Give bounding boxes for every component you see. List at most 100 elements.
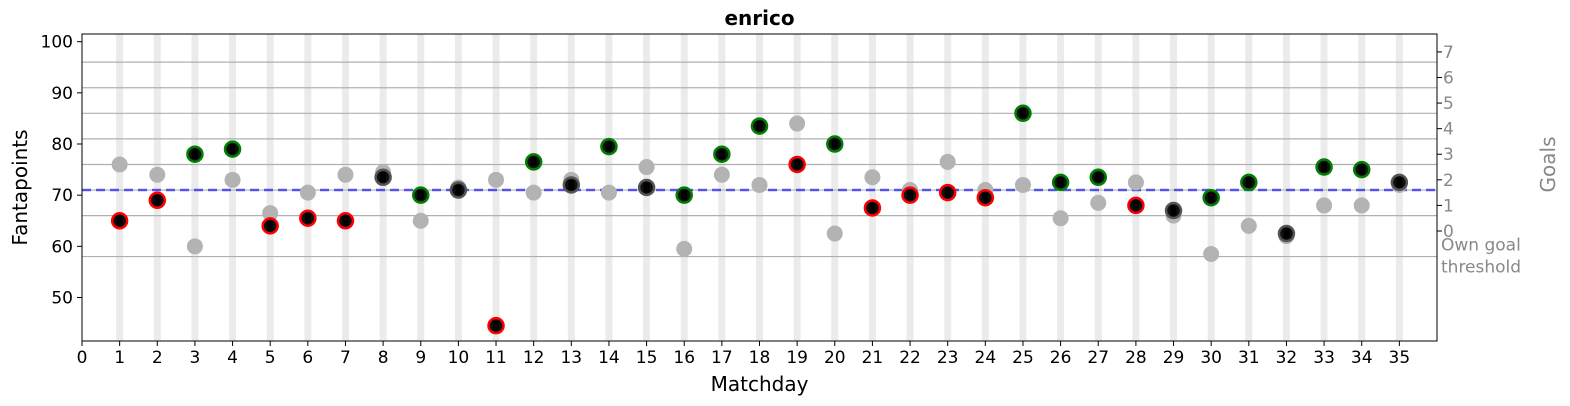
opponent-point (488, 171, 505, 188)
opponent-point (299, 184, 316, 201)
matchday-band (116, 34, 124, 341)
x-tick-label: 32 (1276, 348, 1298, 368)
y-axis-title: Fantapoints (8, 129, 32, 245)
x-tick-label: 29 (1163, 348, 1185, 368)
player-point-marker (982, 192, 989, 203)
player-point-marker (907, 190, 914, 201)
matchday-band (1170, 34, 1178, 341)
matchday-band (266, 34, 274, 341)
x-tick-label: 3 (190, 348, 201, 368)
player-point-marker (116, 215, 123, 226)
x-tick-label: 14 (598, 348, 620, 368)
goal-tick-label: 0 (1443, 222, 1454, 242)
player-point-marker (568, 179, 575, 190)
y-tick-label: 70 (51, 186, 73, 206)
player-point-marker (831, 139, 838, 150)
x-tick-label: 1 (114, 348, 125, 368)
x-tick-label: 7 (340, 348, 351, 368)
x-tick-label: 13 (560, 348, 582, 368)
player-point-marker (1396, 177, 1403, 188)
x-tick-label: 12 (523, 348, 545, 368)
player-point-marker (154, 195, 161, 206)
player-point-marker (380, 172, 387, 183)
player-point-marker (342, 215, 349, 226)
opponent-point (939, 153, 956, 170)
opponent-point (826, 225, 843, 242)
player-point-marker (1019, 108, 1026, 119)
opponent-point (864, 169, 881, 186)
own-goal-threshold-label: Own goal threshold (1441, 236, 1521, 278)
opponent-point (224, 171, 241, 188)
matchday-band (1207, 34, 1215, 341)
x-tick-label: 15 (636, 348, 658, 368)
player-point-marker (681, 190, 688, 201)
player-point-marker (718, 149, 725, 160)
player-point-marker (455, 185, 462, 196)
x-tick-label: 26 (1050, 348, 1072, 368)
player-point-marker (794, 159, 801, 170)
matchday-band (1094, 34, 1102, 341)
x-tick-label: 21 (862, 348, 884, 368)
player-point-marker (1321, 162, 1328, 173)
opponent-point (1014, 176, 1031, 193)
x-tick-label: 24 (975, 348, 997, 368)
player-point-marker (530, 156, 537, 167)
player-point-marker (1245, 177, 1252, 188)
x-axis-title: Matchday (711, 372, 809, 396)
x-tick-label: 8 (378, 348, 389, 368)
goal-tick-label: 1 (1443, 196, 1454, 216)
player-point-marker (1170, 205, 1177, 216)
own-goal-threshold-line: threshold (1441, 258, 1521, 278)
y-tick-label: 100 (41, 33, 73, 53)
y-tick-label: 90 (51, 84, 73, 104)
x-axis-ticks: 0 1 2 3 4 5 6 7 8 9 10 11 12 13 14 15 16 17 18 19 20 21 22 23 24… (77, 341, 1411, 368)
player-point-marker (304, 213, 311, 224)
player-point-marker (869, 202, 876, 213)
goal-tick-label: 7 (1443, 43, 1454, 63)
goals-axis-title: Goals (1536, 136, 1560, 192)
player-point-marker (605, 141, 612, 152)
player-point-marker (493, 320, 500, 331)
x-tick-label: 0 (77, 348, 88, 368)
opponent-point (751, 176, 768, 193)
player-point-marker (1283, 228, 1290, 239)
player-point-marker (1095, 172, 1102, 183)
player-point-marker (417, 190, 424, 201)
x-tick-label: 2 (152, 348, 163, 368)
x-tick-label: 10 (448, 348, 470, 368)
opponent-point (337, 166, 354, 183)
opponent-point (186, 238, 203, 255)
goal-tick-label: 3 (1443, 145, 1454, 165)
opponent-point (1127, 174, 1144, 191)
opponent-point (600, 184, 617, 201)
x-tick-label: 17 (711, 348, 733, 368)
opponent-point (1316, 197, 1333, 214)
y-tick-label: 50 (51, 289, 73, 309)
goal-axis-labels: 0 1 2 3 4 5 6 7 Own goal threshold (1437, 43, 1521, 278)
opponent-point (789, 115, 806, 132)
opponent-point (713, 166, 730, 183)
opponent-point (1353, 197, 1370, 214)
x-tick-label: 34 (1351, 348, 1373, 368)
x-tick-label: 9 (415, 348, 426, 368)
x-tick-label: 20 (824, 348, 846, 368)
opponent-point (262, 205, 279, 222)
y-axis-ticks: 50 60 70 80 90 100 (41, 33, 82, 309)
matchday-band (868, 34, 876, 341)
x-tick-label: 30 (1200, 348, 1222, 368)
opponent-point (111, 156, 128, 173)
goal-tick-label: 2 (1443, 171, 1454, 191)
x-tick-label: 22 (899, 348, 921, 368)
matchday-band (153, 34, 161, 341)
goal-tick-label: 6 (1443, 68, 1454, 88)
matchday-band (793, 34, 801, 341)
x-tick-label: 35 (1389, 348, 1411, 368)
player-point-marker (1057, 177, 1064, 188)
x-tick-label: 6 (302, 348, 313, 368)
matchday-band (831, 34, 839, 341)
x-tick-label: 18 (749, 348, 771, 368)
own-goal-threshold-line: Own goal (1441, 236, 1521, 256)
x-tick-label: 5 (265, 348, 276, 368)
y-tick-label: 60 (51, 237, 73, 257)
